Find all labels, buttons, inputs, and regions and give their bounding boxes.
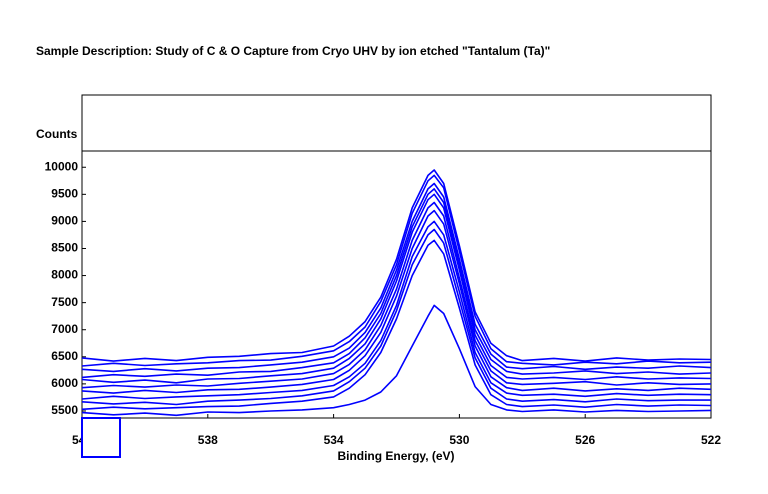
y-tick-label: 9500 <box>51 186 78 200</box>
data-line <box>81 209 712 394</box>
x-tick-label: 538 <box>198 433 218 447</box>
data-line <box>81 201 712 389</box>
y-tick-label: 7000 <box>51 322 78 336</box>
data-line <box>81 239 712 411</box>
plot-area <box>81 169 712 417</box>
y-tick-label: 6500 <box>51 349 78 363</box>
y-tick-label: 10000 <box>45 159 79 173</box>
y-tick-label: 9000 <box>51 214 78 228</box>
selection-box[interactable] <box>81 417 121 458</box>
data-line <box>81 188 712 379</box>
x-tick-label: 534 <box>324 433 344 447</box>
x-tick-label: 530 <box>449 433 469 447</box>
x-tick-label: 522 <box>701 433 721 447</box>
y-tick-label: 5500 <box>51 403 78 417</box>
data-line <box>81 193 712 384</box>
y-axis-label: Counts <box>36 127 78 141</box>
y-tick-label: 8500 <box>51 241 78 255</box>
chart-title: Sample Description: Study of C & O Captu… <box>36 44 550 58</box>
data-line <box>81 304 712 417</box>
data-line <box>81 228 711 406</box>
data-line <box>81 182 712 373</box>
plot-frame <box>81 94 712 419</box>
x-axis-label: Binding Energy, (eV) <box>337 449 454 463</box>
y-tick-label: 6000 <box>51 376 78 390</box>
x-tick-label: 526 <box>575 433 595 447</box>
data-line <box>81 169 712 362</box>
data-line <box>81 220 712 400</box>
y-tick-label: 7500 <box>51 295 78 309</box>
y-tick-label: 8000 <box>51 268 78 282</box>
data-line <box>81 174 712 367</box>
